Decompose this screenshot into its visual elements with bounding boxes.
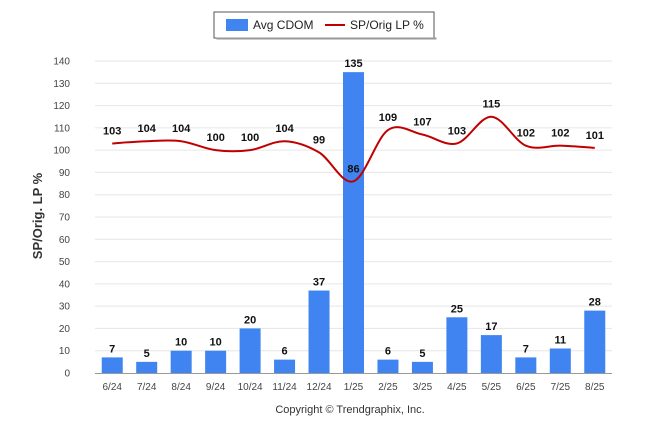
x-tick-label: 8/25 [585,382,605,393]
bar-value-label: 7 [523,343,529,355]
bar-value-label: 5 [144,348,150,360]
bar[interactable] [170,350,192,373]
bar[interactable] [411,361,433,373]
x-tick-label: 9/24 [206,382,226,393]
x-tick-label: 8/24 [171,382,191,393]
copyright-footer: Copyright © Trendgraphix, Inc. [275,404,424,416]
x-tick-label: 7/24 [137,382,157,393]
y-tick-label: 40 [59,279,71,290]
bars [101,72,606,374]
x-tick-label: 2/25 [378,382,398,393]
legend-bar-swatch [226,19,248,31]
line-value-label: 104 [172,123,191,135]
line-value-label: 100 [206,132,224,144]
line-value-label: 86 [347,163,359,175]
y-tick-label: 130 [53,79,70,90]
bar-value-label: 11 [554,334,566,346]
bar-value-label: 37 [313,277,325,289]
x-tick-label: 7/25 [551,382,571,393]
bar[interactable] [136,361,158,373]
line-value-label: 104 [275,123,294,135]
bar[interactable] [377,359,399,373]
axes: 0 10 20 30 40 50 60 70 80 90 100 110 120 130 140 6/24 7/… [53,57,612,393]
x-tick-label: 3/25 [413,382,433,393]
y-tick-label: 0 [64,369,70,380]
bar[interactable] [446,317,468,373]
bar[interactable] [549,348,571,373]
legend-box [213,11,435,39]
line-value-label: 115 [482,99,500,111]
y-tick-label: 140 [53,57,70,68]
x-tick-label: 12/24 [307,382,332,393]
data-labels: 7 5 10 10 20 6 37 135 6 5 25 17 7 11 28 103 104 104 100 100… [103,58,604,360]
legend: Avg CDOM SP/Orig LP % [213,11,437,40]
line-value-label: 103 [103,125,121,137]
bar[interactable] [239,328,261,373]
bar-value-label: 6 [282,346,288,358]
x-tick-label: 10/24 [238,382,263,393]
x-tick-label: 11/24 [272,382,297,393]
y-tick-label: 50 [59,257,71,268]
line-value-label: 102 [517,128,535,140]
bar[interactable] [480,335,502,373]
line-value-label: 109 [379,112,397,124]
line-value-label: 103 [448,125,466,137]
y-tick-label: 60 [59,235,71,246]
y-tick-label: 70 [59,213,71,224]
bar-value-label: 10 [210,337,222,349]
line-value-label: 101 [586,130,604,142]
x-tick-label: 6/25 [516,382,536,393]
bar-value-label: 20 [244,314,256,326]
bar-value-label: 25 [451,303,463,315]
bar-value-label: 135 [344,58,362,70]
line-value-label: 102 [551,128,569,140]
bar-value-label: 7 [109,343,115,355]
bar[interactable] [274,359,296,373]
y-tick-label: 100 [53,146,70,157]
y-axis-label: SP/Orig. LP % [30,172,45,259]
bar-value-label: 5 [419,348,425,360]
x-tick-label: 4/25 [447,382,467,393]
legend-label-line[interactable]: SP/Orig LP % [350,18,424,32]
bar[interactable] [308,290,330,373]
bar-value-label: 10 [175,337,187,349]
x-tick-label: 1/25 [344,382,364,393]
y-tick-label: 110 [54,123,70,134]
y-tick-label: 10 [59,346,71,357]
y-tick-label: 90 [59,168,71,179]
bar[interactable] [101,357,123,373]
line-value-label: 107 [413,117,431,129]
legend-shadow [216,37,437,40]
bar-value-label: 17 [485,321,497,333]
line-value-label: 99 [313,134,325,146]
y-tick-label: 80 [59,190,71,201]
line-value-label: 104 [138,123,157,135]
bar-value-label: 28 [589,297,601,309]
bar[interactable] [205,350,227,373]
y-tick-label: 30 [59,302,71,313]
legend-label-bar[interactable]: Avg CDOM [253,18,313,32]
bar[interactable] [515,357,537,373]
x-tick-label: 5/25 [482,382,502,393]
bar[interactable] [343,72,364,374]
bar-value-label: 6 [385,346,391,358]
line-value-label: 100 [241,132,259,144]
y-tick-label: 20 [59,324,71,335]
y-tick-label: 120 [53,101,70,112]
line-series [112,115,595,183]
sp-orig-lp-line [112,115,595,183]
x-tick-label: 6/24 [102,382,122,393]
bar[interactable] [584,310,606,373]
